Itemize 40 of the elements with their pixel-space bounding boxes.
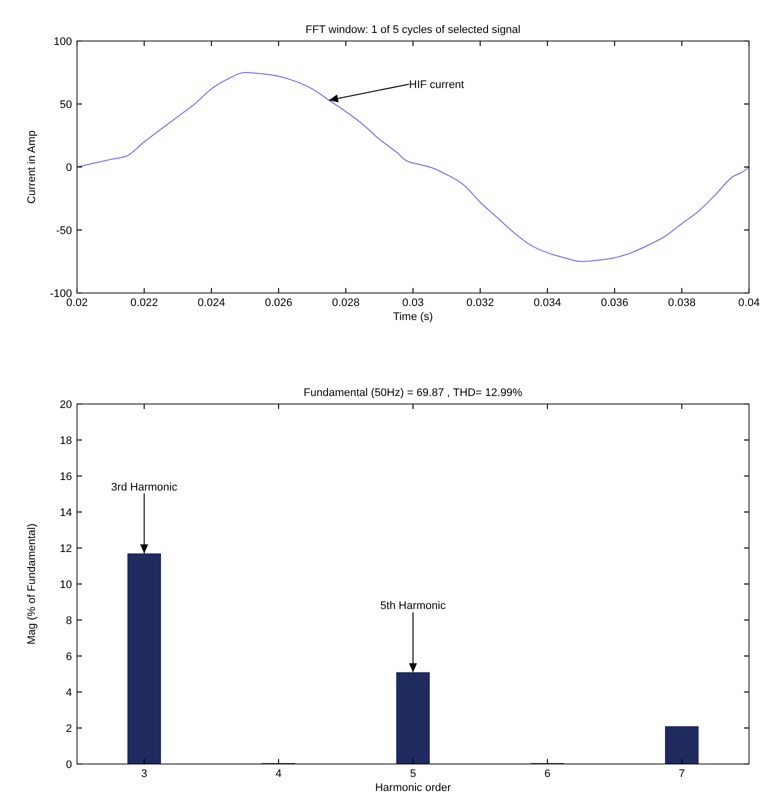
y-tick-label: -50 — [56, 225, 72, 237]
y-tick-label: 0 — [66, 162, 72, 174]
x-axis-title: Harmonic order — [375, 782, 452, 794]
x-tick-label: 6 — [544, 768, 550, 780]
y-tick-label: 0 — [66, 759, 72, 771]
y-tick-label: 14 — [60, 507, 72, 519]
x-tick-label: 0.03 — [402, 297, 424, 309]
x-axis-title: Time (s) — [393, 311, 433, 323]
y-axis-title: Current in Amp — [26, 130, 38, 204]
annotation: 5th Harmonic — [380, 600, 446, 612]
y-tick-label: 12 — [60, 543, 72, 555]
x-tick-label: 0.026 — [264, 297, 292, 309]
annotation: HIF current — [409, 79, 464, 92]
x-tick-label: 0.028 — [332, 297, 360, 309]
chart-title: FFT window: 1 of 5 cycles of selected signal — [305, 24, 521, 36]
y-tick-label: 18 — [60, 435, 72, 447]
x-tick-label: 0.022 — [130, 297, 158, 309]
x-tick-label: 0.04 — [738, 297, 760, 309]
x-tick-label: 4 — [276, 768, 282, 780]
y-tick-label: 10 — [60, 579, 72, 591]
y-tick-label: 2 — [66, 723, 72, 735]
y-axis-title: Mag (% of Fundamental) — [26, 523, 38, 645]
x-tick-label: 3 — [141, 768, 148, 780]
annotation: 3rd Harmonic — [111, 481, 178, 494]
y-tick-label: 100 — [54, 36, 72, 48]
y-tick-label: 6 — [66, 651, 72, 663]
chart-title: Fundamental (50Hz) = 69.87 , THD= 12.99% — [304, 387, 523, 399]
x-tick-label: 0.024 — [198, 297, 226, 309]
x-tick-label: 5 — [410, 768, 416, 780]
x-tick-label: 0.02 — [66, 297, 88, 309]
y-tick-label: 20 — [60, 399, 72, 411]
x-tick-label: 0.038 — [668, 297, 696, 309]
x-tick-label: 7 — [678, 768, 685, 780]
x-tick-label: 0.036 — [600, 297, 628, 309]
y-tick-label: 4 — [66, 687, 72, 699]
y-tick-label: 50 — [60, 99, 72, 111]
x-tick-label: 0.034 — [534, 297, 562, 309]
x-tick-label: 0.032 — [466, 297, 494, 309]
y-tick-label: 8 — [66, 615, 72, 627]
y-tick-label: 16 — [60, 471, 72, 483]
